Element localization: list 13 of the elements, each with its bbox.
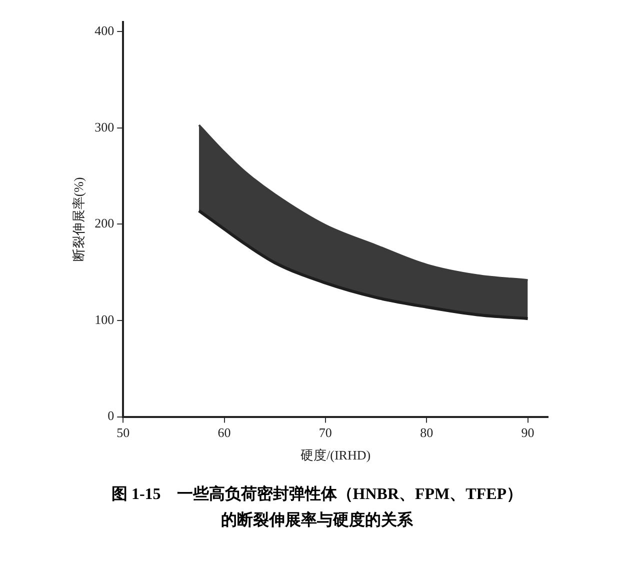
x-tick-label: 80	[420, 425, 434, 440]
y-tick-label: 0	[108, 408, 114, 424]
y-tick-label: 400	[94, 23, 114, 38]
text: 图 1-15 一些高负荷密封弹性体（HNBR、FPM、TFEP）的断裂伸展率与硬度的关系	[110, 484, 524, 531]
x-tick-label: 50	[116, 425, 130, 440]
x-axis-title: 硬度/(IRHD)	[300, 448, 371, 463]
y-tick-label: 200	[94, 216, 114, 231]
x-tick-label: 60	[218, 425, 231, 440]
y-axis-title: 断裂伸展率(%)	[71, 177, 86, 262]
x-tick-label: 70	[318, 425, 332, 440]
y-tick-label: 300	[94, 119, 114, 134]
y-tick-label: 100	[94, 312, 114, 327]
x-tick-label: 90	[521, 425, 534, 440]
